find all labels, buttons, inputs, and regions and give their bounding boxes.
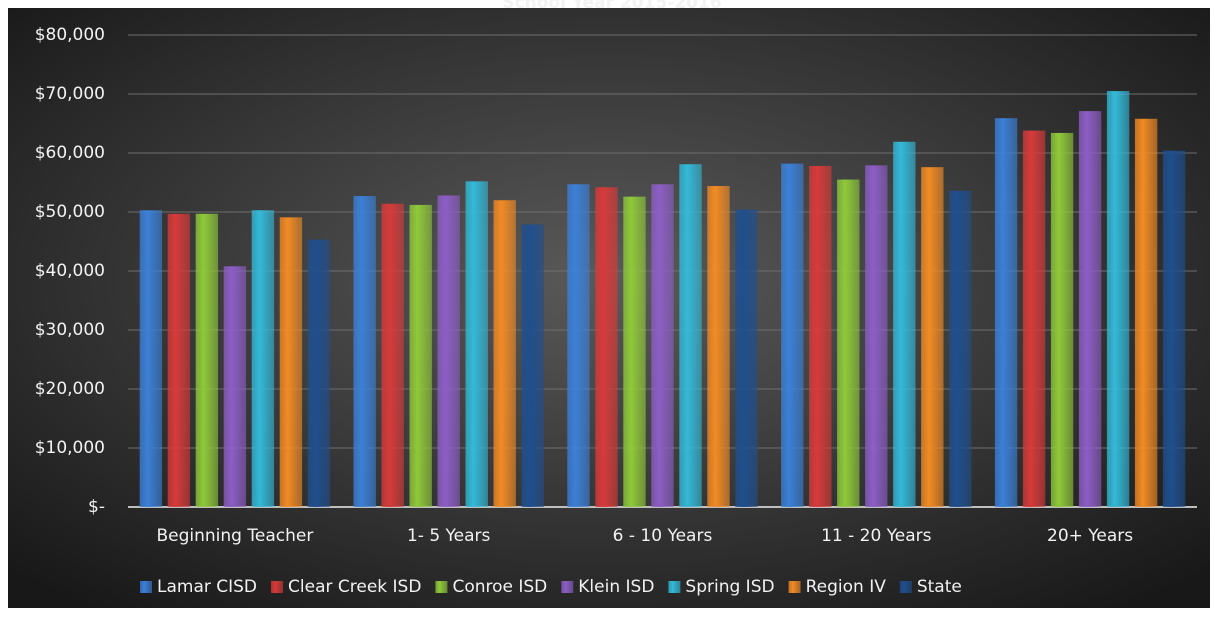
legend-swatch: [668, 581, 681, 593]
bar: [251, 210, 275, 508]
legend-label: Clear Creek ISD: [288, 577, 421, 597]
legend-swatch: [140, 581, 152, 593]
legend-label: Lamar CISD: [157, 577, 257, 597]
bar: [493, 200, 516, 507]
y-tick-label: $10,000: [35, 438, 105, 458]
y-tick-label: $70,000: [35, 84, 105, 104]
legend-swatch: [561, 581, 574, 593]
bar: [809, 165, 832, 508]
bar: [465, 181, 488, 507]
legend-label: Klein ISD: [578, 577, 654, 597]
y-tick-label: $20,000: [35, 379, 105, 399]
x-tick-label: 20+ Years: [1047, 526, 1133, 546]
bar: [1106, 91, 1130, 508]
bar: [679, 164, 702, 507]
bar: [139, 210, 163, 508]
bar: [223, 266, 247, 507]
bar: [837, 179, 860, 508]
bar: [994, 118, 1018, 507]
x-tick-label: 11 - 20 Years: [821, 526, 932, 546]
bar: [167, 213, 191, 507]
bar: [1078, 111, 1102, 508]
bar: [1050, 132, 1074, 507]
legend-label: State: [917, 577, 962, 597]
legend-swatch: [788, 581, 801, 593]
y-tick-label: $50,000: [35, 202, 105, 222]
legend-swatch: [435, 581, 448, 593]
legend-label: Region IV: [806, 577, 887, 597]
bar: [409, 204, 432, 508]
x-tick-label: 1- 5 Years: [407, 526, 491, 546]
y-tick-label: $80,000: [35, 25, 105, 45]
bar: [921, 167, 944, 507]
bar: [195, 213, 219, 507]
bar: [1134, 118, 1158, 507]
bar: [865, 165, 888, 507]
bar: [1162, 150, 1186, 507]
bar: [595, 187, 618, 507]
y-tick-label: $30,000: [35, 320, 105, 340]
bar: [1022, 130, 1046, 507]
chart-title: School Year 2015-2016: [502, 0, 721, 13]
bar: [521, 224, 544, 507]
legend-swatch: [899, 581, 912, 593]
bar: [567, 184, 590, 507]
legend-label: Spring ISD: [685, 577, 774, 597]
bar: [279, 217, 303, 507]
legend-swatch: [271, 581, 284, 593]
y-tick-label: $-: [88, 497, 105, 517]
bar: [893, 141, 916, 508]
bar: [781, 163, 804, 507]
bar: [353, 196, 376, 507]
bar: [651, 184, 674, 507]
bar: [437, 195, 460, 508]
bar: [735, 209, 758, 507]
bar: [307, 239, 331, 508]
bar: [623, 196, 646, 507]
bar: [949, 190, 972, 507]
y-tick-label: $60,000: [35, 143, 105, 163]
bar: [381, 203, 404, 508]
legend-label: Conroe ISD: [452, 577, 547, 597]
x-tick-label: Beginning Teacher: [156, 526, 313, 546]
y-tick-label: $40,000: [35, 261, 105, 281]
x-tick-label: 6 - 10 Years: [613, 526, 713, 546]
bar: [707, 186, 730, 508]
